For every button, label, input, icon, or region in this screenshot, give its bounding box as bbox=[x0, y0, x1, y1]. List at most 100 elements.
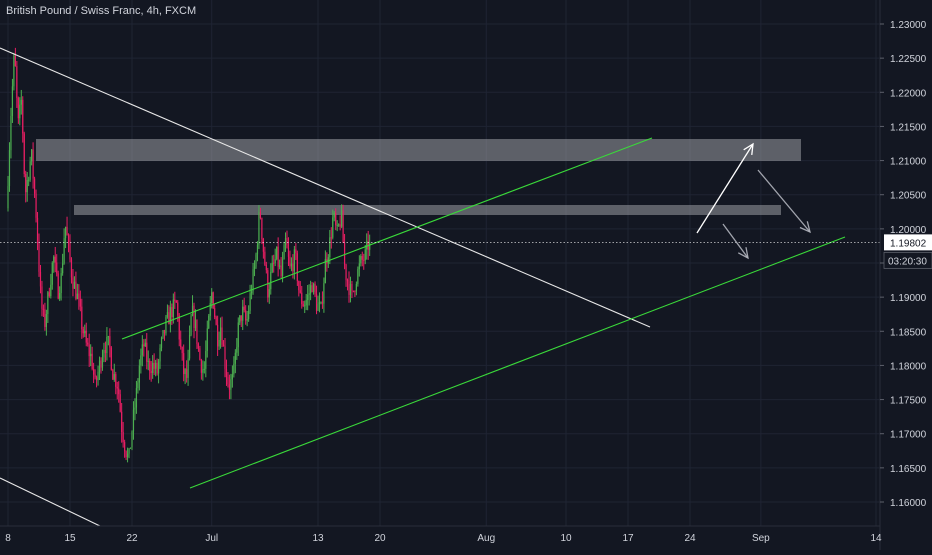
time-tick-label: 22 bbox=[126, 533, 138, 544]
time-tick-label: Jul bbox=[205, 533, 218, 544]
candle-up bbox=[258, 212, 260, 245]
candle-down bbox=[261, 218, 263, 239]
candle-down bbox=[104, 349, 107, 354]
current-price-badge[interactable] bbox=[884, 234, 932, 251]
candle-down bbox=[78, 293, 80, 299]
candle-down bbox=[143, 344, 145, 347]
candle-up bbox=[274, 259, 276, 263]
candle-down bbox=[339, 224, 341, 227]
candle-up bbox=[76, 293, 78, 299]
candle-up bbox=[84, 330, 86, 334]
candle-down bbox=[186, 369, 188, 378]
candle-down bbox=[289, 256, 291, 267]
candle-down bbox=[116, 386, 118, 389]
candle-up bbox=[137, 382, 139, 389]
candle-up bbox=[305, 299, 307, 306]
candle-up bbox=[45, 314, 47, 327]
candle-up bbox=[160, 337, 163, 348]
candle-up bbox=[59, 293, 61, 299]
candle-up bbox=[236, 347, 238, 353]
candle-down bbox=[180, 339, 182, 348]
candle-down bbox=[174, 299, 176, 301]
candle-up bbox=[239, 315, 241, 323]
candle-down bbox=[125, 451, 127, 458]
candle-down bbox=[280, 265, 282, 276]
candle-down bbox=[178, 315, 180, 340]
candle-up bbox=[97, 371, 99, 381]
candle-down bbox=[156, 362, 158, 374]
candle-down bbox=[264, 251, 266, 265]
candle-down bbox=[295, 249, 297, 254]
candle-down bbox=[94, 374, 96, 378]
candle-up bbox=[73, 281, 76, 289]
candle-up bbox=[169, 307, 171, 325]
candle-up bbox=[184, 369, 186, 375]
time-tick-label: Aug bbox=[477, 533, 495, 544]
candle-up bbox=[234, 352, 236, 364]
candle-down bbox=[321, 302, 324, 304]
candle-up bbox=[250, 291, 253, 294]
time-axis[interactable]: 8 15 22 Jul 13 20 Aug 10 17 24 Sep 14 bbox=[0, 525, 882, 544]
candle-down bbox=[183, 353, 185, 375]
candle-up bbox=[131, 431, 133, 448]
candle-up bbox=[47, 292, 49, 315]
candle-up bbox=[284, 238, 287, 246]
candle-up bbox=[237, 322, 239, 348]
candle-up bbox=[279, 265, 281, 267]
candle-up bbox=[317, 303, 319, 311]
candle-down bbox=[70, 259, 73, 278]
candle-up bbox=[165, 316, 167, 334]
bearish-projection-arrow-head bbox=[737, 247, 749, 260]
candle-down bbox=[227, 377, 229, 385]
candle-down bbox=[259, 212, 262, 219]
price-axis[interactable]: 1.16000 1.16500 1.17000 1.17500 1.18000 1.185… bbox=[879, 0, 932, 550]
candle-up bbox=[312, 283, 315, 293]
candle-up bbox=[355, 283, 357, 292]
reversal-projection-arrow bbox=[757, 169, 811, 234]
candle-down bbox=[38, 243, 40, 272]
time-tick-label: 10 bbox=[560, 533, 572, 544]
candle-up bbox=[218, 339, 220, 347]
bullish-projection-arrow bbox=[696, 142, 754, 234]
candle-up bbox=[252, 269, 254, 292]
candle-down bbox=[265, 264, 267, 271]
candle-down bbox=[301, 292, 303, 305]
candle-up bbox=[19, 104, 21, 119]
price-tick-label: 1.16500 bbox=[890, 464, 927, 475]
candle-up bbox=[134, 407, 136, 410]
candle-down bbox=[149, 360, 151, 372]
candle-up bbox=[20, 99, 22, 105]
candle-up bbox=[63, 238, 65, 264]
candle-down bbox=[32, 149, 34, 179]
candle-up bbox=[172, 299, 174, 318]
candle-down bbox=[311, 285, 313, 293]
candle-down bbox=[330, 237, 332, 239]
candle-up bbox=[8, 150, 11, 187]
candle-down bbox=[110, 347, 112, 370]
candle-down bbox=[225, 368, 228, 378]
candle-down bbox=[150, 371, 152, 373]
candle-down bbox=[217, 324, 219, 347]
candle-down bbox=[292, 263, 294, 272]
candle-up bbox=[13, 55, 15, 87]
candle-up bbox=[147, 360, 149, 362]
candle-up bbox=[208, 315, 210, 329]
time-tick-label: 17 bbox=[622, 533, 634, 544]
candle-up bbox=[7, 186, 9, 209]
candle-up bbox=[162, 330, 164, 338]
candle-down bbox=[119, 394, 121, 412]
candle-down bbox=[352, 290, 355, 292]
candle-up bbox=[290, 263, 293, 267]
candle-down bbox=[335, 212, 337, 226]
candle-up bbox=[320, 302, 322, 304]
candle-down bbox=[181, 347, 183, 354]
candle-down bbox=[42, 308, 45, 310]
candle-up bbox=[152, 362, 154, 373]
candle-up bbox=[307, 294, 309, 300]
candle-down bbox=[245, 310, 247, 321]
candle-up bbox=[50, 284, 52, 297]
candle-up bbox=[336, 225, 338, 227]
reversal-projection-arrow-head bbox=[799, 221, 811, 234]
